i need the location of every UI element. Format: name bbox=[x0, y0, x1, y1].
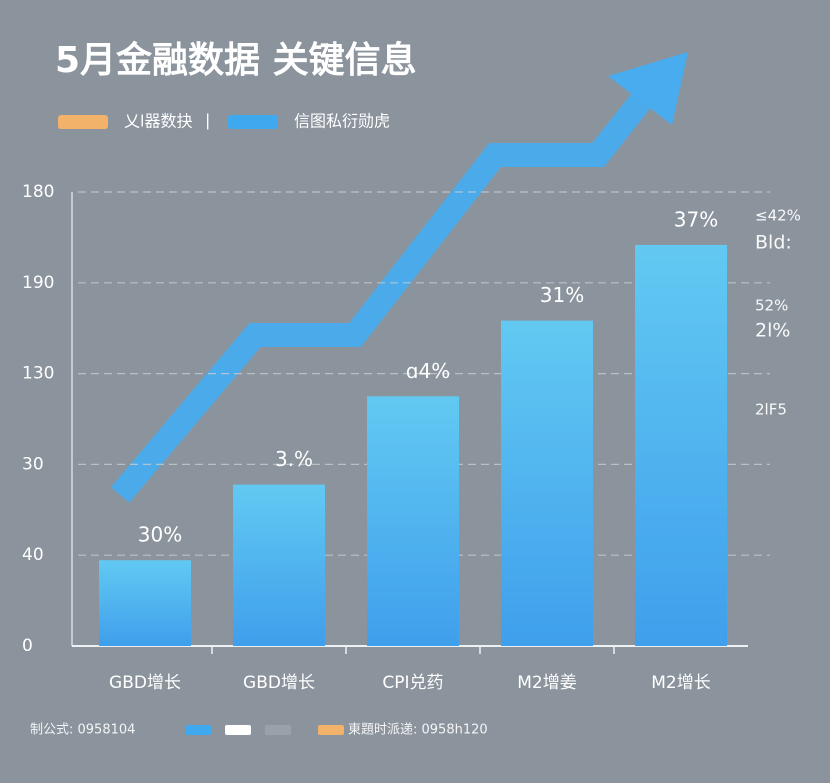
footer-swatch bbox=[265, 725, 291, 735]
chart-title: 5月金融数据 关键信息 bbox=[55, 39, 417, 81]
legend-swatch bbox=[228, 115, 278, 129]
side-note: Bld: bbox=[755, 232, 792, 254]
bar-annotation: 3.% bbox=[275, 447, 313, 471]
bar-annotation: ɑ4% bbox=[406, 359, 450, 383]
bar-annotation: 31% bbox=[540, 283, 584, 307]
y-tick-label: 190 bbox=[22, 273, 54, 293]
trend-arrow bbox=[110, 52, 688, 503]
x-tick-label: CPI兑药 bbox=[382, 673, 443, 693]
footer-label: 東題时派递: 0958h120 bbox=[348, 722, 488, 738]
x-tick-label: GBD增长 bbox=[109, 673, 181, 693]
bar bbox=[635, 244, 727, 646]
side-note: 52% bbox=[755, 297, 788, 315]
footer-swatch bbox=[185, 725, 211, 735]
bar bbox=[367, 396, 459, 646]
legend-swatch bbox=[58, 115, 108, 129]
x-tick-label: GBD增长 bbox=[243, 673, 315, 693]
side-note: 2lF5 bbox=[755, 401, 787, 419]
bar-annotation: 37% bbox=[674, 207, 718, 231]
y-tick-label: 0 bbox=[22, 636, 33, 656]
y-tick-label: 130 bbox=[22, 364, 54, 384]
x-tick-label: M2增长 bbox=[651, 673, 710, 693]
y-tick-label: 30 bbox=[22, 454, 44, 474]
footer-swatch bbox=[225, 725, 251, 735]
bar bbox=[501, 320, 593, 646]
x-tick-label: M2增姜 bbox=[517, 673, 576, 693]
footer-swatch bbox=[318, 725, 344, 735]
footer-label: 制公式: 0958104 bbox=[30, 723, 135, 738]
bar-annotation: 30% bbox=[138, 523, 182, 547]
legend-label: 乂l器数抉 bbox=[124, 112, 192, 131]
legend-label: 信图私衍勋虎 bbox=[294, 112, 390, 131]
side-note: ≤42% bbox=[755, 207, 801, 225]
bar bbox=[99, 560, 191, 646]
bar bbox=[233, 484, 325, 646]
y-tick-label: 40 bbox=[22, 545, 44, 565]
legend-separator: | bbox=[205, 111, 210, 130]
side-note: 2l% bbox=[755, 320, 790, 342]
y-tick-label: 180 bbox=[22, 182, 54, 202]
